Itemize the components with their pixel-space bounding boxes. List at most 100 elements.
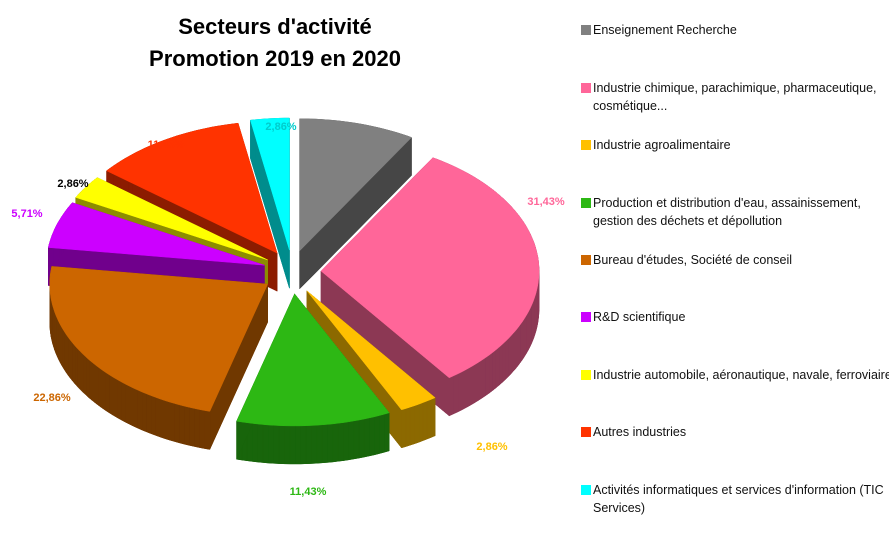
slice-side <box>300 425 307 465</box>
legend-swatch <box>581 427 591 437</box>
slice-side <box>289 425 296 465</box>
slice-side <box>384 412 390 453</box>
legend-label: Bureau d'études, Société de conseil <box>593 253 793 267</box>
slice-side <box>132 387 138 429</box>
slice-side <box>448 375 454 417</box>
slice-side <box>120 381 126 423</box>
slice-side <box>517 323 521 367</box>
slice-side <box>141 391 147 433</box>
slice-top <box>236 293 390 427</box>
slice-side <box>77 347 81 390</box>
legend-item: R&D scientifique <box>581 308 889 326</box>
slice-side <box>128 385 134 427</box>
slice-side <box>492 349 496 392</box>
pie-slice <box>49 266 269 450</box>
slice-side <box>426 399 432 440</box>
legend-label: Industrie agroalimentaire <box>593 138 731 152</box>
data-label: 5,71% <box>11 208 43 220</box>
slice-top <box>106 122 278 254</box>
legend-swatch <box>581 25 591 35</box>
slice-side <box>477 359 482 402</box>
legend-label: Industrie chimique, parachimique, pharma… <box>593 81 877 113</box>
legend-swatch <box>581 312 591 322</box>
slice-side <box>461 369 467 411</box>
slice-top <box>320 157 540 379</box>
pie-slice <box>236 293 390 465</box>
slice-side <box>74 344 78 388</box>
legend-label: Industrie automobile, aéronautique, nava… <box>593 368 889 382</box>
slice-side <box>184 405 190 446</box>
slice-side <box>418 402 424 443</box>
slice-side <box>79 350 84 393</box>
slice-side <box>327 423 334 463</box>
slice-side <box>88 359 93 401</box>
slice-side <box>82 353 87 396</box>
slice-side <box>273 425 280 464</box>
slice-side <box>189 406 195 447</box>
slice-side <box>414 403 420 445</box>
slice-side <box>401 408 407 449</box>
chart-title-line-2: Promotion 2019 en 2020 <box>149 46 401 71</box>
pie-slice <box>250 117 290 289</box>
slice-top <box>306 290 436 411</box>
slice-side <box>101 369 106 411</box>
slice-side <box>512 329 516 373</box>
slice-side <box>150 395 156 436</box>
slice-side <box>363 417 370 458</box>
legend-item: Industrie chimique, parachimique, pharma… <box>581 79 889 115</box>
slice-side <box>278 425 285 465</box>
slice-side <box>379 413 385 454</box>
slice-side <box>116 378 122 421</box>
data-label: 2,86% <box>476 441 508 453</box>
slice-side <box>295 425 301 465</box>
slice-side <box>98 366 103 409</box>
slice-side <box>337 422 344 462</box>
slice-side <box>348 420 355 461</box>
slice-side <box>155 396 161 438</box>
slice-top <box>299 118 412 252</box>
data-label: 22,86% <box>33 392 71 404</box>
slice-side <box>469 364 475 406</box>
slice-side <box>59 324 63 366</box>
slice-side <box>374 415 380 456</box>
slice-side <box>305 425 312 464</box>
slice-side <box>204 410 211 450</box>
legend-label: Activités informatiques et services d'in… <box>593 483 884 515</box>
slice-side <box>194 408 200 448</box>
slice-side <box>72 342 76 385</box>
data-label: 11,43% <box>289 486 327 498</box>
slice-side <box>485 354 490 397</box>
slice-side <box>488 352 493 394</box>
slice-side <box>199 409 205 449</box>
legend-item: Industrie agroalimentaire <box>581 136 889 154</box>
data-label: 2,86% <box>265 121 297 133</box>
slice-side <box>453 373 459 415</box>
slice-side <box>405 406 411 447</box>
legend-item: Industrie automobile, aéronautique, nava… <box>581 366 889 384</box>
legend-item: Production et distribution d'eau, assain… <box>581 194 889 230</box>
slice-side <box>465 366 471 408</box>
slice-side <box>109 374 114 416</box>
legend-swatch <box>581 140 591 150</box>
slice-side <box>507 335 511 378</box>
slice-side <box>520 320 523 364</box>
slice-side <box>457 371 463 413</box>
legend-label: Autres industries <box>593 425 687 439</box>
slice-side <box>91 361 96 404</box>
slice-side <box>164 400 170 441</box>
slice-side <box>501 341 506 384</box>
slice-top <box>75 177 268 261</box>
slice-side <box>63 329 66 373</box>
slice-top <box>250 117 290 251</box>
legend-swatch <box>581 485 591 495</box>
data-label: 2,86% <box>57 178 89 190</box>
slice-side <box>94 364 99 406</box>
slice-side <box>252 423 258 463</box>
slice-side <box>146 393 152 434</box>
pie-slice <box>320 157 540 417</box>
slice-side <box>311 424 318 464</box>
slice-side <box>430 397 436 438</box>
legend-swatch <box>581 83 591 93</box>
